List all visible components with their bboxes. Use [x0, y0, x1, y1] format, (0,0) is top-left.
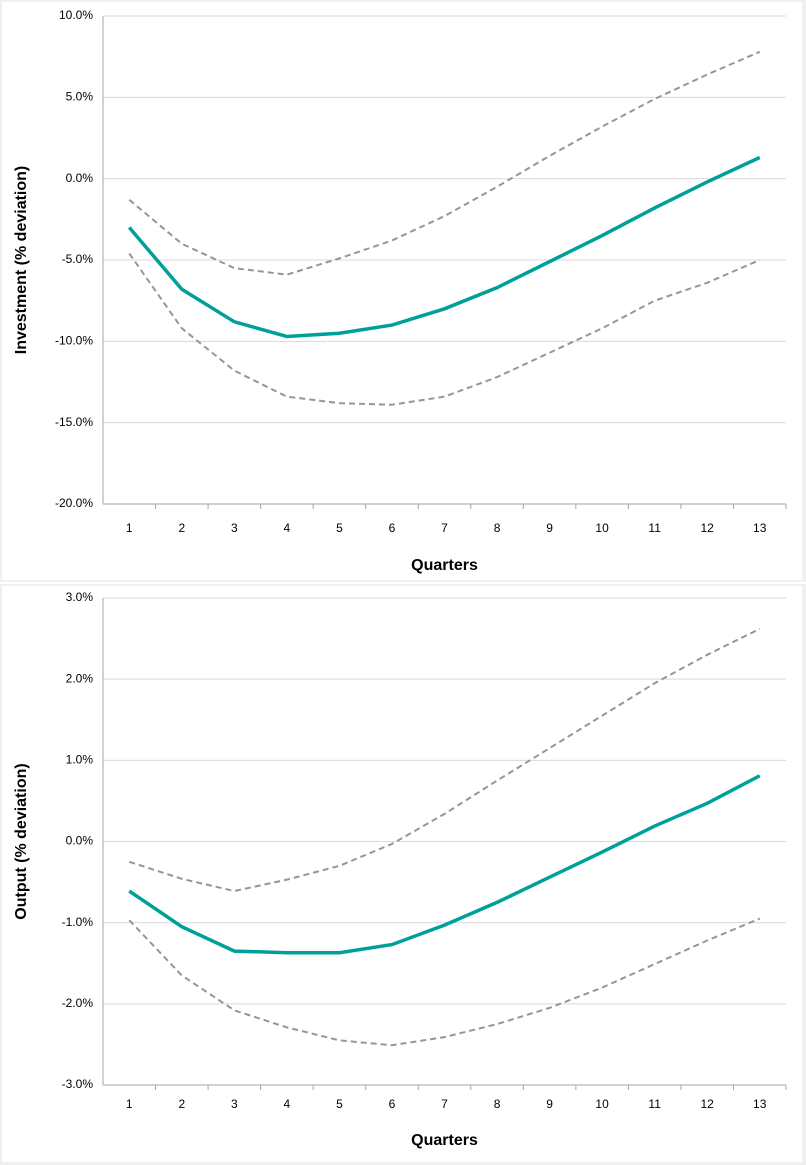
x-tick-label: 8: [494, 521, 501, 535]
y-tick-label: -10.0%: [55, 334, 93, 348]
y-axis-title: Investment (% deviation): [13, 166, 30, 354]
x-tick-label: 1: [126, 1097, 133, 1111]
y-tick-label: 10.0%: [59, 8, 93, 22]
y-tick-label: 0.0%: [66, 171, 94, 185]
x-tick-label: 11: [648, 521, 661, 535]
x-axis-title: Quarters: [411, 1132, 478, 1149]
x-tick-label: 12: [701, 1097, 715, 1111]
x-tick-label: 6: [389, 521, 396, 535]
band-line: [128, 917, 761, 1047]
y-tick-label: -15.0%: [55, 415, 93, 429]
y-tick-label: -1.0%: [62, 915, 94, 929]
x-tick-label: 9: [546, 1097, 553, 1111]
x-tick-label: 6: [389, 1097, 396, 1111]
x-tick-label: 9: [546, 521, 553, 535]
y-tick-label: -2.0%: [62, 996, 94, 1010]
x-tick-label: 4: [284, 521, 291, 535]
x-tick-label: 13: [753, 521, 767, 535]
response-line: [127, 155, 761, 339]
band-line: [128, 627, 761, 893]
y-tick-label: 3.0%: [66, 590, 94, 604]
panel: [2, 2, 802, 580]
x-tick-label: 3: [231, 521, 238, 535]
x-tick-label: 8: [494, 1097, 501, 1111]
x-tick-label: 4: [284, 1097, 291, 1111]
y-tick-label: 1.0%: [66, 753, 94, 767]
y-tick-label: 2.0%: [66, 671, 94, 685]
x-tick-label: 7: [441, 1097, 448, 1111]
y-tick-label: -5.0%: [62, 252, 94, 266]
y-tick-label: 0.0%: [66, 834, 94, 848]
x-tick-label: 7: [441, 521, 448, 535]
y-tick-label: 5.0%: [66, 90, 94, 104]
x-tick-label: 3: [231, 1097, 238, 1111]
x-tick-label: 11: [648, 1097, 661, 1111]
x-tick-label: 12: [701, 521, 715, 535]
x-tick-label: 2: [178, 521, 185, 535]
x-tick-label: 13: [753, 1097, 767, 1111]
x-tick-label: 10: [595, 1097, 609, 1111]
response-line: [128, 774, 761, 955]
y-tick-label: -3.0%: [62, 1077, 94, 1091]
panel: [2, 586, 802, 1162]
x-tick-label: 5: [336, 1097, 343, 1111]
x-tick-label: 1: [126, 521, 133, 535]
x-tick-label: 5: [336, 521, 343, 535]
x-axis-title: Quarters: [411, 557, 478, 574]
y-tick-label: -20.0%: [55, 496, 93, 510]
x-tick-label: 10: [595, 521, 609, 535]
y-axis-title: Output (% deviation): [13, 763, 30, 919]
x-tick-label: 2: [178, 1097, 185, 1111]
